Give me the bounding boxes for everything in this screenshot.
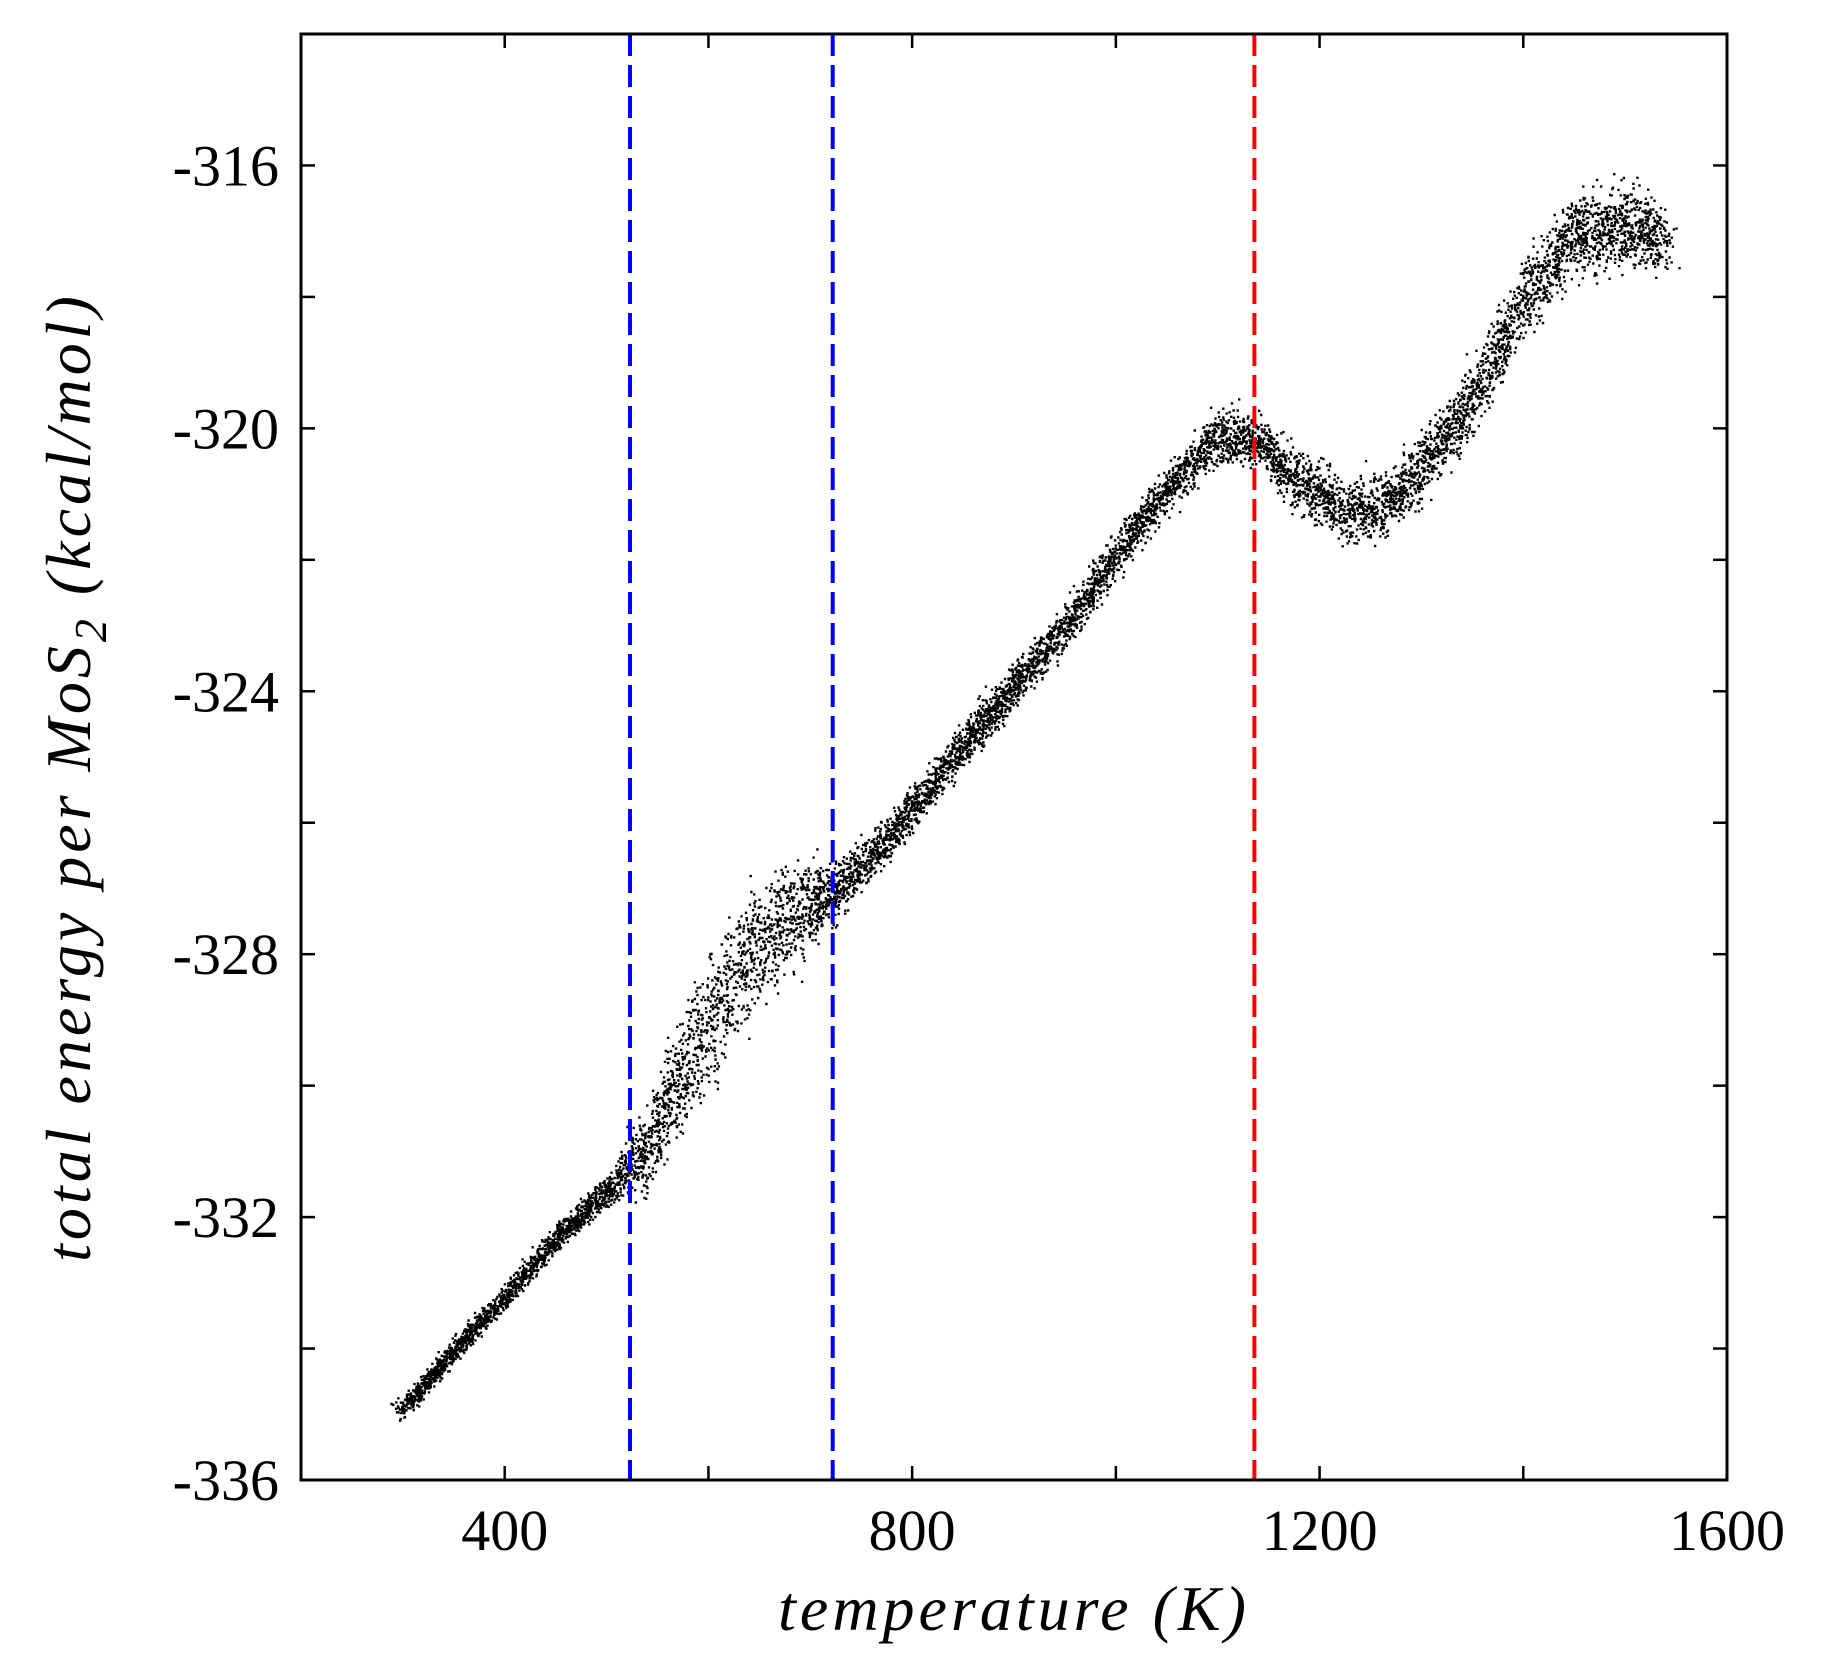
- y-axis-title-unit: (kcal/mol): [33, 292, 104, 615]
- vertical-reference-lines: [627, 34, 1257, 1480]
- y-tick-label: -324: [173, 659, 279, 724]
- y-axis-title-subscript: 2: [65, 615, 116, 642]
- x-tick-label: 800: [869, 1498, 956, 1563]
- y-tick-label: -332: [173, 1185, 279, 1250]
- plot-frame: [299, 32, 1729, 1482]
- x-tick-label: 1600: [1669, 1498, 1785, 1563]
- y-tick-label: -320: [173, 396, 279, 461]
- axis-ticks: [299, 32, 1729, 1482]
- y-tick-label: -316: [173, 133, 279, 198]
- data-points: [390, 173, 1681, 1422]
- y-axis-title-main: total energy per MoS: [33, 642, 104, 1262]
- y-tick-labels: -336 -332 -328 -324 -320 -316: [173, 133, 279, 1513]
- y-tick-label: -328: [173, 922, 279, 987]
- y-tick-label: -336: [173, 1448, 279, 1513]
- x-tick-label: 400: [461, 1498, 548, 1563]
- x-tick-label: 1200: [1262, 1498, 1378, 1563]
- x-tick-labels: 400 800 1200 1600: [461, 1498, 1785, 1563]
- x-axis-title: temperature (K): [778, 1573, 1250, 1644]
- y-axis-title: total energy per MoS2 (kcal/mol): [33, 292, 116, 1262]
- scatter-points: [390, 173, 1681, 1422]
